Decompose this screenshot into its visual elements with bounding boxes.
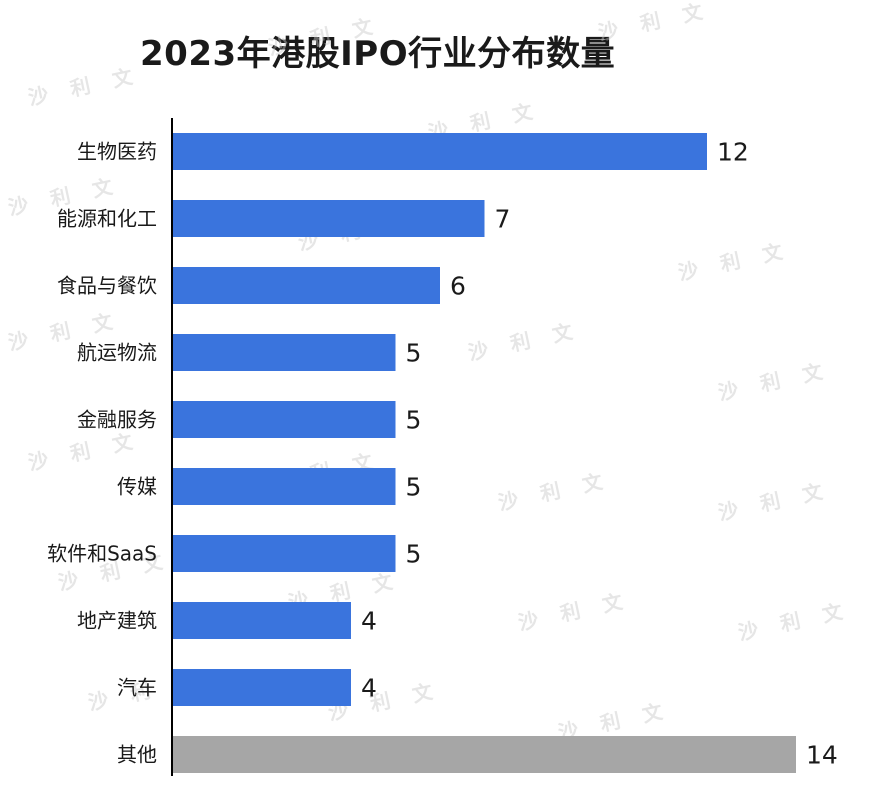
category-label: 传媒 <box>117 475 157 499</box>
watermark-text: 沙 利 文 <box>26 63 142 110</box>
value-label: 14 <box>806 741 838 770</box>
bar <box>173 602 351 639</box>
bar <box>173 133 707 170</box>
value-label: 5 <box>406 339 422 368</box>
watermark-text: 沙 利 文 <box>496 468 612 515</box>
value-label: 4 <box>361 607 377 636</box>
watermark-text: 沙 利 文 <box>596 0 712 45</box>
category-label: 地产建筑 <box>77 609 157 633</box>
watermark-text: 沙 利 文 <box>736 598 852 645</box>
bar <box>173 200 485 237</box>
bar <box>173 401 396 438</box>
value-label: 5 <box>406 540 422 569</box>
bar <box>173 267 440 304</box>
watermark-text: 沙 利 文 <box>466 318 582 365</box>
value-label: 5 <box>406 406 422 435</box>
bar <box>173 669 351 706</box>
category-label: 生物医药 <box>77 140 157 164</box>
category-label: 汽车 <box>117 676 157 700</box>
value-label: 5 <box>406 473 422 502</box>
value-label: 7 <box>495 205 511 234</box>
bars-layer: 生物医药 12 能源和化工 7 食品与餐饮 6 航运物流 5 金融服务 5 传媒 5 软件和SaaS 5 地… <box>47 133 838 773</box>
watermark-text: 沙 利 文 <box>716 478 832 525</box>
bar <box>173 736 796 773</box>
category-label: 能源和化工 <box>57 207 157 231</box>
category-label: 食品与餐饮 <box>57 274 157 298</box>
category-label: 软件和SaaS <box>47 542 157 566</box>
watermark-layer: 沙 利 文沙 利 文沙 利 文沙 利 文沙 利 文沙 利 文沙 利 文沙 利 文… <box>6 0 852 745</box>
watermark-text: 沙 利 文 <box>26 428 142 475</box>
watermark-text: 沙 利 文 <box>676 238 792 285</box>
watermark-text: 沙 利 文 <box>516 588 632 635</box>
value-label: 6 <box>450 272 466 301</box>
value-label: 4 <box>361 674 377 703</box>
category-label: 金融服务 <box>77 408 157 432</box>
category-label: 其他 <box>117 743 157 767</box>
bar <box>173 334 396 371</box>
watermark-text: 沙 利 文 <box>266 13 382 60</box>
chart-title: 2023年港股IPO行业分布数量 <box>140 34 616 74</box>
watermark-text: 沙 利 文 <box>716 358 832 405</box>
value-label: 12 <box>717 138 749 167</box>
bar <box>173 468 396 505</box>
bar <box>173 535 396 572</box>
category-label: 航运物流 <box>77 341 157 365</box>
